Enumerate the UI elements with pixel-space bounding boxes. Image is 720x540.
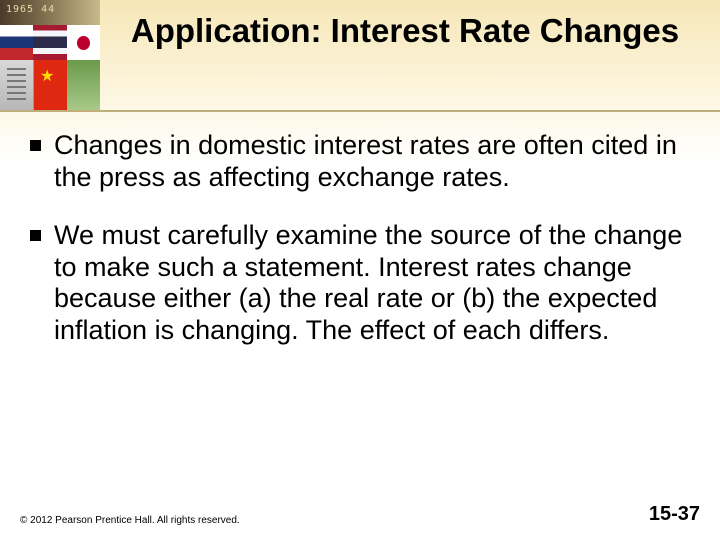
slide-title: Application: Interest Rate Changes xyxy=(110,12,700,50)
flag-icon xyxy=(33,25,66,60)
header-row-flags xyxy=(0,25,100,60)
building-icon xyxy=(0,60,34,110)
bullet-item: Changes in domestic interest rates are o… xyxy=(30,130,690,194)
bullet-list: Changes in domestic interest rates are o… xyxy=(30,130,690,347)
slide: Application: Interest Rate Changes Chang… xyxy=(0,0,720,540)
header-decorative-image xyxy=(0,0,100,110)
flag-icon xyxy=(0,25,33,60)
divider xyxy=(0,110,720,112)
bullet-item: We must carefully examine the source of … xyxy=(30,220,690,347)
flag-icon xyxy=(34,60,67,110)
footer: © 2012 Pearson Prentice Hall. All rights… xyxy=(20,503,700,526)
header-row-numbers xyxy=(0,0,100,25)
header-row-images xyxy=(0,60,100,110)
flag-icon xyxy=(67,25,100,60)
copyright-text: © 2012 Pearson Prentice Hall. All rights… xyxy=(20,515,240,526)
foliage-icon xyxy=(67,60,100,110)
body-content: Changes in domestic interest rates are o… xyxy=(30,130,690,373)
title-container: Application: Interest Rate Changes xyxy=(110,12,700,50)
page-number: 15-37 xyxy=(649,503,700,526)
